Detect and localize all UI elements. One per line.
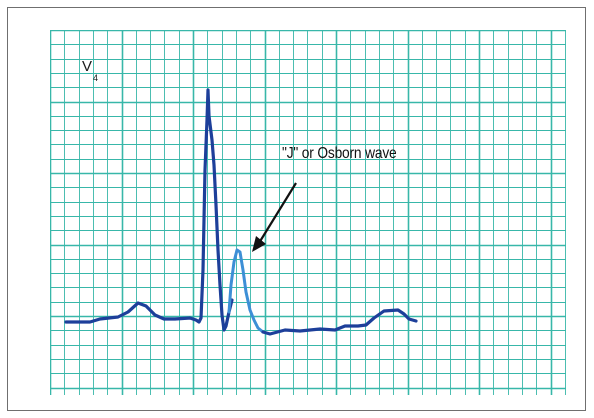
osborn-wave-annotation: "J" or Osborn wave <box>282 145 397 162</box>
ecg-grid-minor <box>50 30 566 395</box>
ecg-grid-svg <box>50 30 566 395</box>
lead-label-subscript: 4 <box>93 73 99 83</box>
ecg-strip <box>50 30 566 395</box>
ecg-grid-major <box>50 30 566 395</box>
lead-label: V <box>82 58 93 75</box>
